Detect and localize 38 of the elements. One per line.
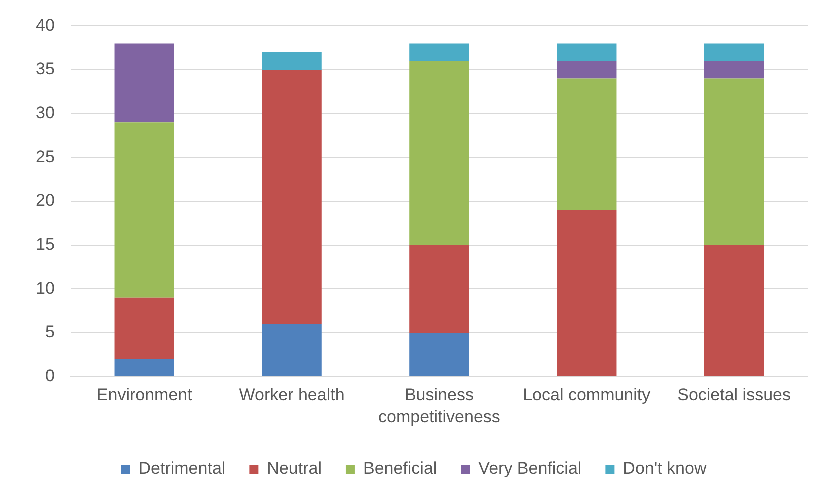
y-tick-label: 20	[36, 191, 55, 210]
y-tick-label: 30	[36, 104, 55, 123]
bar	[114, 122, 174, 298]
x-tick-label: Local community	[523, 386, 652, 405]
bar	[410, 332, 470, 376]
bar	[410, 44, 470, 62]
bar	[557, 78, 617, 210]
legend-label: Beneficial	[363, 459, 438, 478]
bar	[114, 359, 174, 376]
y-tick-label: 5	[45, 322, 55, 342]
bar	[262, 324, 322, 376]
y-tick-label: 25	[36, 147, 55, 166]
y-tick-label: 10	[36, 278, 55, 298]
y-tick-label: 35	[36, 60, 55, 79]
bar	[410, 245, 470, 333]
legend-label: Very Benficial	[478, 459, 582, 478]
y-tick-label: 40	[36, 16, 55, 35]
y-tick-label: 0	[45, 366, 55, 386]
bar	[262, 70, 322, 324]
legend-label: Detrimental	[138, 459, 226, 478]
bar	[410, 61, 470, 246]
bar	[557, 210, 617, 376]
y-tick-label: 15	[36, 235, 55, 254]
bar	[704, 78, 764, 246]
bar	[557, 44, 617, 62]
bar	[704, 245, 764, 376]
bar	[114, 298, 174, 360]
x-tick-label: Environment	[96, 386, 193, 405]
bar	[557, 61, 617, 79]
x-tick-label: Societal issues	[678, 386, 791, 405]
bar	[704, 44, 764, 62]
legend-label: Don't know	[623, 459, 708, 478]
bar	[262, 52, 322, 70]
x-tick-label: Worker health	[239, 386, 345, 405]
bar	[704, 61, 764, 79]
bar	[114, 44, 174, 123]
legend-label: Neutral	[267, 459, 322, 478]
x-tick-label: Business competitiveness	[378, 386, 500, 427]
